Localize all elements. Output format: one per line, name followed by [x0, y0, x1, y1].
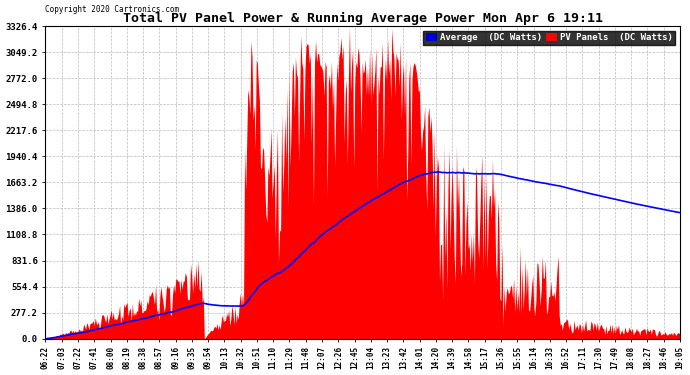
Legend: Average  (DC Watts), PV Panels  (DC Watts): Average (DC Watts), PV Panels (DC Watts): [424, 31, 676, 45]
Text: Copyright 2020 Cartronics.com: Copyright 2020 Cartronics.com: [46, 4, 179, 13]
Title: Total PV Panel Power & Running Average Power Mon Apr 6 19:11: Total PV Panel Power & Running Average P…: [123, 12, 602, 25]
